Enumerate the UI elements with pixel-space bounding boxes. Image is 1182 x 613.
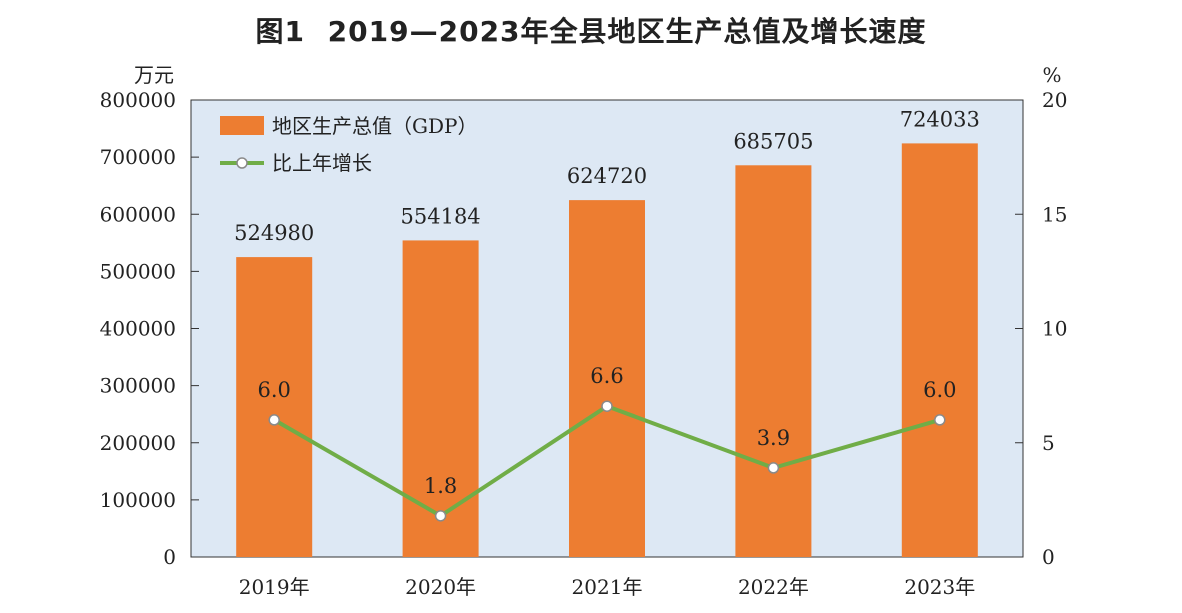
bar-label-0: 524980 (234, 221, 314, 245)
category-label-3: 2022年 (738, 575, 809, 599)
left-tick-label-6: 600000 (100, 202, 176, 226)
bar-gdp-3 (735, 165, 812, 557)
left-tick-label-2: 200000 (100, 431, 176, 455)
category-label-1: 2020年 (405, 575, 476, 599)
bar-gdp-1 (402, 240, 479, 557)
category-label-2: 2021年 (572, 575, 643, 599)
growth-label-0: 6.0 (257, 378, 290, 402)
category-label-0: 2019年 (239, 575, 310, 599)
legend-line-marker (236, 157, 248, 169)
bar-gdp-0 (236, 257, 313, 557)
legend-bar-label: 地区生产总值（GDP） (272, 114, 477, 138)
right-axis-unit: % (1042, 63, 1061, 87)
left-tick-label-8: 800000 (100, 88, 176, 112)
growth-label-2: 6.6 (590, 364, 623, 388)
chart-title: 图1 2019—2023年全县地区生产总值及增长速度 (0, 10, 1182, 50)
growth-point-3 (767, 462, 780, 474)
growth-label-4: 6.0 (923, 378, 956, 402)
growth-point-0 (268, 414, 280, 426)
left-tick-label-5: 500000 (100, 259, 176, 283)
left-tick-label-0: 0 (163, 545, 176, 569)
legend-line-label: 比上年增长 (272, 151, 372, 175)
growth-label-1: 1.8 (424, 474, 457, 498)
bar-label-3: 685705 (733, 129, 813, 153)
category-label-4: 2023年 (904, 575, 975, 599)
left-tick-label-7: 700000 (100, 145, 176, 169)
bar-gdp-2 (569, 200, 645, 557)
growth-point-1 (434, 510, 447, 522)
left-tick-label-4: 400000 (100, 317, 176, 341)
right-tick-label-3: 15 (1042, 202, 1067, 226)
left-axis-unit: 万元 (134, 63, 174, 87)
growth-point-4 (934, 414, 946, 426)
chart-title-prefix: 图1 (255, 15, 305, 48)
legend: 地区生产总值（GDP） 比上年增长 (220, 114, 477, 175)
growth-point-2 (601, 400, 613, 412)
legend-bar-swatch (220, 116, 264, 135)
growth-label-3: 3.9 (757, 426, 790, 450)
right-tick-label-0: 0 (1042, 545, 1055, 569)
right-tick-label-4: 20 (1042, 88, 1067, 112)
bar-label-2: 624720 (567, 164, 647, 188)
left-tick-label-1: 100000 (100, 488, 176, 512)
bar-label-4: 724033 (900, 107, 980, 131)
left-tick-label-3: 300000 (100, 374, 176, 398)
bar-label-1: 554184 (401, 204, 481, 228)
right-tick-label-2: 10 (1042, 317, 1067, 341)
right-tick-label-1: 5 (1042, 431, 1055, 455)
chart-title-text: 2019—2023年全县地区生产总值及增长速度 (327, 15, 927, 48)
bar-gdp-4 (901, 143, 978, 557)
